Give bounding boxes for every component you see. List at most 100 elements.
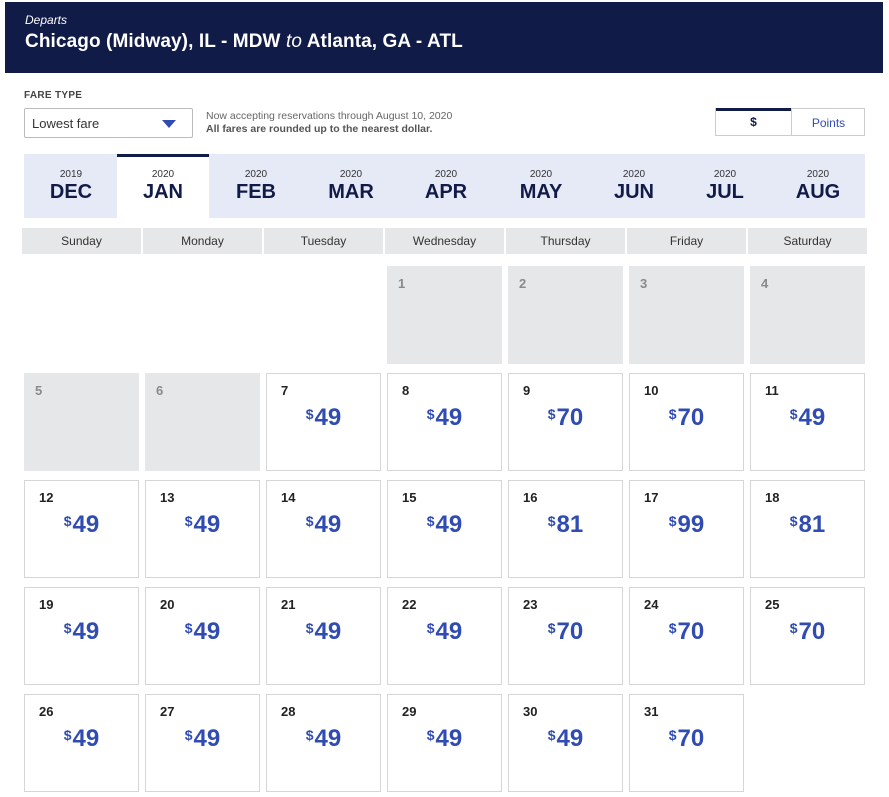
weekday-friday: Friday xyxy=(627,228,746,254)
calendar-day-number: 3 xyxy=(640,276,648,291)
calendar-day-cell: 5 xyxy=(24,373,139,471)
calendar-day-number: 16 xyxy=(523,490,538,505)
currency-symbol: $ xyxy=(547,620,556,636)
calendar-day-number: 7 xyxy=(281,383,289,398)
weekday-monday: Monday xyxy=(143,228,262,254)
fare-price: $70 xyxy=(509,404,622,432)
route-header: Departs Chicago (Midway), IL - MDW to At… xyxy=(5,2,883,73)
currency-symbol: $ xyxy=(789,513,798,529)
month-tab-jun[interactable]: 2020 JUN xyxy=(589,154,679,218)
calendar-day-cell[interactable]: 23 $70 xyxy=(508,587,623,685)
fare-amount: 49 xyxy=(314,511,342,538)
calendar-day-number: 21 xyxy=(281,597,296,612)
fare-amount: 70 xyxy=(798,618,826,645)
route-to-word: to xyxy=(285,31,303,52)
route-title: Chicago (Midway), IL - MDW to Atlanta, G… xyxy=(25,31,883,53)
rounding-notice-line: All fares are rounded up to the nearest … xyxy=(206,123,433,135)
fare-price: $70 xyxy=(509,618,622,646)
calendar-day-cell[interactable]: 26 $49 xyxy=(24,694,139,792)
calendar-day-cell[interactable]: 19 $49 xyxy=(24,587,139,685)
weekday-wednesday: Wednesday xyxy=(385,228,504,254)
month-tab-aug[interactable]: 2020 AUG xyxy=(773,154,863,218)
month-tab-year: 2020 xyxy=(434,169,458,180)
fare-price: $49 xyxy=(267,618,380,646)
calendar-day-number: 29 xyxy=(402,704,417,719)
calendar-day-number: 8 xyxy=(402,383,410,398)
calendar-day-number: 11 xyxy=(765,383,779,398)
calendar-day-cell[interactable]: 27 $49 xyxy=(145,694,260,792)
points-toggle-button[interactable]: Points xyxy=(791,109,865,135)
calendar-day-number: 19 xyxy=(39,597,54,612)
fare-price: $49 xyxy=(25,511,138,539)
currency-symbol: $ xyxy=(789,406,798,422)
currency-toggle: $ Points xyxy=(715,108,865,136)
calendar-day-cell[interactable]: 14 $49 xyxy=(266,480,381,578)
month-tab-may[interactable]: 2020 MAY xyxy=(496,154,586,218)
fare-price: $49 xyxy=(146,618,259,646)
calendar-day-cell[interactable]: 16 $81 xyxy=(508,480,623,578)
calendar-day-cell[interactable]: 22 $49 xyxy=(387,587,502,685)
month-tab-dec[interactable]: 2019 DEC xyxy=(26,154,116,218)
calendar-day-number: 10 xyxy=(644,383,659,398)
currency-symbol: $ xyxy=(426,406,435,422)
month-tab-feb[interactable]: 2020 FEB xyxy=(211,154,301,218)
calendar-day-number: 6 xyxy=(156,383,164,398)
currency-symbol: $ xyxy=(547,513,556,529)
month-tab-apr[interactable]: 2020 APR xyxy=(401,154,491,218)
calendar-day-cell[interactable]: 11 $49 xyxy=(750,373,865,471)
calendar-day-number: 17 xyxy=(644,490,659,505)
calendar-day-cell[interactable]: 9 $70 xyxy=(508,373,623,471)
calendar-day-cell[interactable]: 30 $49 xyxy=(508,694,623,792)
month-tab-year: 2020 xyxy=(529,169,553,180)
fare-type-select[interactable]: Lowest fare xyxy=(24,108,193,138)
calendar-day-number: 27 xyxy=(160,704,175,719)
calendar-day-cell[interactable]: 13 $49 xyxy=(145,480,260,578)
chevron-down-icon xyxy=(162,120,176,128)
calendar-day-cell[interactable]: 29 $49 xyxy=(387,694,502,792)
calendar-day-number: 12 xyxy=(39,490,54,505)
fare-type-value: Lowest fare xyxy=(32,116,100,131)
month-tab-year: 2019 xyxy=(59,169,83,180)
calendar-day-cell[interactable]: 12 $49 xyxy=(24,480,139,578)
calendar-day-number: 2 xyxy=(519,276,527,291)
fare-price: $49 xyxy=(267,511,380,539)
month-tabs: 2019 DEC 2020 JAN 2020 FEB 2020 MAR 2020 APR 2020 M… xyxy=(24,154,865,218)
fare-price: $81 xyxy=(509,511,622,539)
month-tab-jan[interactable]: 2020 JAN xyxy=(117,154,209,218)
fare-price: $81 xyxy=(751,511,864,539)
calendar-day-cell[interactable]: 20 $49 xyxy=(145,587,260,685)
calendar-day-number: 1 xyxy=(398,276,406,291)
calendar-day-cell[interactable]: 21 $49 xyxy=(266,587,381,685)
calendar-day-cell: 2 xyxy=(508,266,623,364)
dollar-toggle-button[interactable]: $ xyxy=(716,108,791,135)
month-tab-label: APR xyxy=(424,181,468,203)
calendar-day-number: 30 xyxy=(523,704,538,719)
month-tab-jul[interactable]: 2020 JUL xyxy=(680,154,770,218)
month-tab-label: JAN xyxy=(142,181,183,203)
calendar-day-cell[interactable]: 15 $49 xyxy=(387,480,502,578)
fare-amount: 49 xyxy=(314,404,342,431)
calendar-day-cell[interactable]: 28 $49 xyxy=(266,694,381,792)
currency-symbol: $ xyxy=(305,513,314,529)
calendar-day-cell[interactable]: 18 $81 xyxy=(750,480,865,578)
fare-price: $49 xyxy=(388,511,501,539)
calendar-day-cell[interactable]: 10 $70 xyxy=(629,373,744,471)
calendar-day-cell[interactable]: 31 $70 xyxy=(629,694,744,792)
calendar-day-cell[interactable]: 8 $49 xyxy=(387,373,502,471)
calendar-day-cell[interactable]: 7 $49 xyxy=(266,373,381,471)
currency-symbol: $ xyxy=(668,727,677,743)
weekday-tuesday: Tuesday xyxy=(264,228,383,254)
currency-symbol: $ xyxy=(184,513,193,529)
calendar-day-number: 24 xyxy=(644,597,659,612)
currency-symbol: $ xyxy=(547,406,556,422)
calendar-day-number: 23 xyxy=(523,597,538,612)
calendar-day-cell: 1 xyxy=(387,266,502,364)
calendar-day-cell[interactable]: 24 $70 xyxy=(629,587,744,685)
calendar-day-number: 28 xyxy=(281,704,296,719)
month-tab-label: JUL xyxy=(706,181,744,203)
fare-amount: 49 xyxy=(72,725,100,752)
calendar-day-cell[interactable]: 17 $99 xyxy=(629,480,744,578)
month-tab-mar[interactable]: 2020 MAR xyxy=(306,154,396,218)
fare-amount: 70 xyxy=(556,618,584,645)
calendar-day-cell[interactable]: 25 $70 xyxy=(750,587,865,685)
